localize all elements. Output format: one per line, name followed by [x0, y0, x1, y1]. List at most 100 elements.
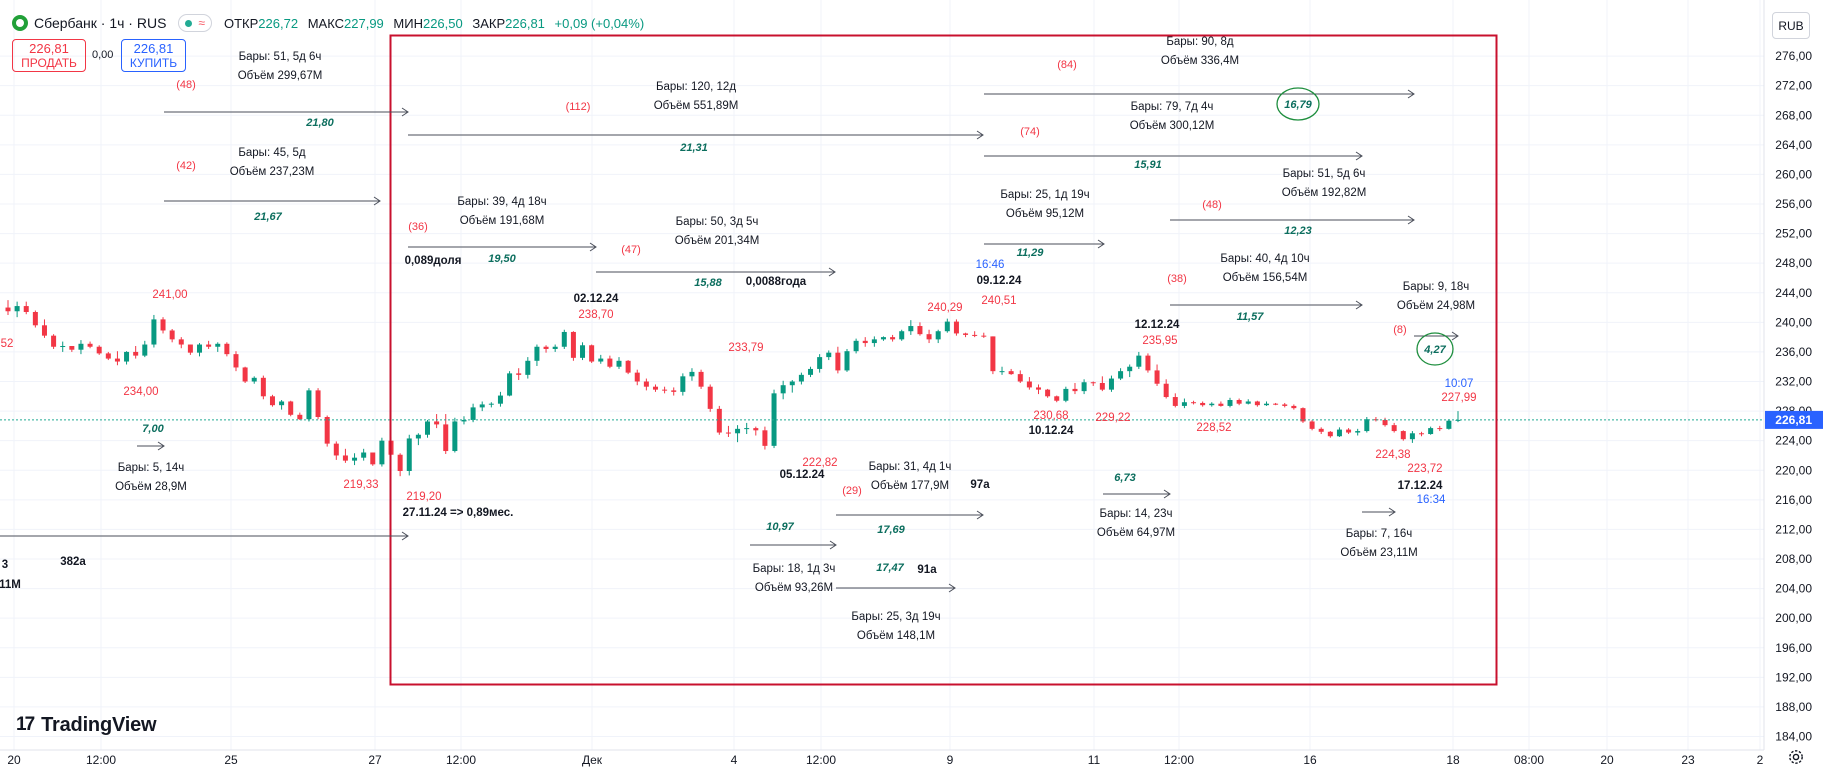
range-count-label: (48) — [176, 79, 196, 91]
price-axis[interactable]: 276,00 272,00 268,00 264,00 260,00 256,00 252,… — [1763, 0, 1823, 750]
candle-up — [1181, 402, 1187, 406]
candle-down — [1026, 381, 1032, 388]
candle-down — [963, 333, 969, 335]
candle-up — [470, 407, 476, 420]
price-point-label: 52 — [1, 338, 14, 350]
candle-down — [662, 389, 668, 391]
candle-up — [817, 357, 823, 369]
range-bars-label: Бары: 51, 5д 6ч — [1283, 168, 1366, 180]
range-volume-label: Объём 28,9M — [115, 481, 187, 493]
candle-up — [744, 428, 750, 430]
range-count-label: (29) — [842, 485, 862, 497]
range-arrow-head — [1097, 239, 1105, 249]
range-volume-label: Объём 95,12M — [1006, 208, 1084, 220]
range-volume-label: Объём 24,98M — [1397, 300, 1475, 312]
price-point-label: 240,29 — [927, 302, 962, 314]
candle-down — [862, 340, 868, 344]
range-volume-label: Объём 64,97M — [1097, 527, 1175, 539]
candle-up — [124, 351, 130, 362]
candle-up — [899, 331, 905, 340]
candle-up — [1108, 378, 1114, 390]
candle-down — [926, 334, 932, 340]
candle-up — [534, 346, 540, 361]
price-tick-label: 208,00 — [1775, 552, 1812, 566]
candle-down — [1045, 389, 1051, 397]
range-count-label: (36) — [408, 221, 428, 233]
range-change-label: 6,73 — [1114, 472, 1135, 484]
price-point-label: 235,95 — [1142, 335, 1177, 347]
open-label: ОТКР — [224, 15, 259, 31]
currency-selector[interactable]: RUB — [1772, 12, 1810, 39]
price-point-label: 219,33 — [343, 479, 378, 491]
date-point-label: 97а — [970, 479, 990, 491]
range-arrow-head — [1407, 215, 1415, 225]
candle-up — [406, 438, 412, 471]
candle-down — [1054, 396, 1060, 401]
candle-up — [1209, 403, 1215, 406]
date-point-label: 11M — [0, 579, 21, 591]
candle-down — [570, 331, 576, 358]
price-point-label: 223,72 — [1407, 463, 1442, 475]
time-tick-label: 12:00 — [446, 753, 476, 767]
date-point-label: 382а — [60, 556, 86, 568]
range-annotations: Бары: 51, 5д 6ч Объём 299,67M (48) 21,80 Бар… — [0, 34, 1764, 686]
price-tick-label: 272,00 — [1775, 79, 1812, 93]
price-point-label: 222,82 — [802, 457, 837, 469]
range-volume-label: Объём 336,4M — [1161, 55, 1239, 67]
time-axis[interactable]: 20 12:00 25 27 12:00 Дек 4 12:00 9 11 12:00 16 18 08:… — [0, 749, 1764, 767]
candle-down — [652, 386, 658, 390]
candle-down — [1273, 403, 1279, 405]
range-change-label: 15,91 — [1134, 159, 1162, 171]
buy-button[interactable]: 226,81 КУПИТЬ — [121, 39, 186, 72]
candle-up — [944, 321, 950, 332]
range-bars-label: Бары: 18, 1д 3ч — [753, 563, 836, 575]
sell-button[interactable]: 226,81 ПРОДАТЬ — [12, 39, 86, 72]
candle-down — [342, 455, 348, 461]
candle-up — [1355, 431, 1361, 433]
candle-down — [1145, 355, 1151, 371]
candle-up — [580, 345, 586, 358]
candle-up — [871, 339, 877, 344]
date-point-label: 12.12.24 — [1135, 319, 1180, 331]
candle-down — [516, 373, 522, 375]
range-arrow-head — [373, 196, 381, 206]
price-point-label: 227,99 — [1441, 392, 1476, 404]
range-arrow-head — [828, 267, 836, 277]
range-bars-label: Бары: 31, 4д 1ч — [869, 461, 952, 473]
market-status-pill[interactable]: ≈ — [178, 14, 212, 32]
range-bars-label: Бары: 14, 23ч — [1100, 508, 1173, 520]
price-tick-label: 200,00 — [1775, 611, 1812, 625]
candle-down — [543, 346, 549, 349]
candle-down — [32, 311, 38, 326]
candle-down — [1154, 370, 1160, 384]
time-tick-label: 12:00 — [1164, 753, 1194, 767]
range-arrow-head — [401, 531, 409, 541]
range-bars-label: Бары: 25, 3д 19ч — [851, 611, 940, 623]
candle-down — [187, 344, 193, 353]
range-bars-label: Бары: 90, 8д — [1166, 36, 1234, 48]
gear-icon[interactable] — [1787, 748, 1805, 766]
candle-down — [133, 351, 139, 356]
candle-down — [297, 414, 303, 420]
range-bars-label: Бары: 5, 14ч — [118, 462, 185, 474]
candle-down — [260, 377, 266, 397]
candle-up — [142, 344, 148, 356]
candle-up — [880, 337, 886, 340]
tradingview-logo: 17 TradingView — [16, 713, 157, 737]
candle-up — [1227, 399, 1233, 406]
candle-up — [379, 440, 385, 465]
candle-down — [443, 424, 449, 452]
candle-up — [352, 457, 358, 461]
range-bars-label: Бары: 51, 5д 6ч — [239, 51, 322, 63]
symbol-title[interactable]: Сбербанк · 1ч · RUS — [34, 15, 167, 31]
candle-up — [616, 360, 622, 367]
candle-down — [698, 371, 704, 387]
candle-down — [1437, 428, 1443, 430]
range-volume-label: Объём 156,54M — [1223, 272, 1308, 284]
high-label: МАКС — [307, 15, 345, 31]
candle-down — [178, 339, 184, 345]
candle-down — [315, 390, 321, 418]
candle-up — [507, 373, 513, 396]
candle-down — [242, 367, 248, 382]
